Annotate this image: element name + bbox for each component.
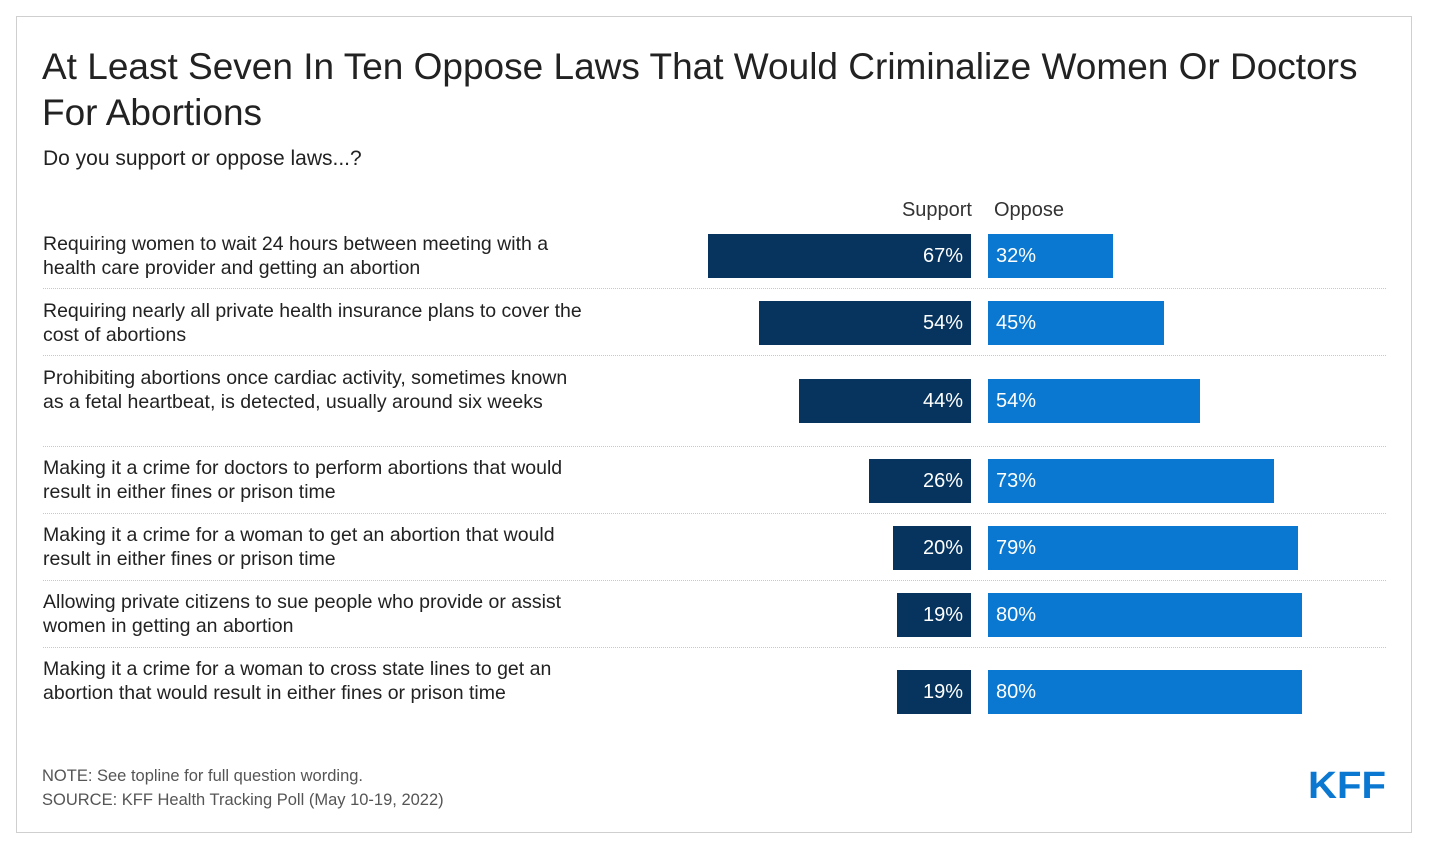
row-divider: [43, 446, 1386, 447]
row-divider: [43, 288, 1386, 289]
category-label: Allowing private citizens to sue people …: [43, 591, 562, 637]
category-label: Making it a crime for a woman to get an …: [43, 524, 555, 570]
support-value-label: 26%: [922, 470, 963, 492]
support-bar: 19%: [896, 593, 971, 637]
oppose-value-label: 79%: [996, 537, 1037, 559]
chart-subtitle: Do you support or oppose laws...?: [43, 147, 362, 170]
row-divider: [43, 580, 1386, 581]
support-bar: 67%: [708, 234, 971, 278]
support-bar: 19%: [896, 670, 971, 714]
logo-text: KFF: [1308, 765, 1386, 804]
support-value-label: 54%: [922, 312, 963, 334]
row-divider: [43, 647, 1386, 648]
oppose-bar: 54%: [988, 379, 1200, 423]
chart-title: At Least Seven In Ten Oppose Laws That W…: [42, 46, 1358, 133]
note-text: NOTE: See topline for full question word…: [42, 767, 364, 785]
legend-support: Support: [901, 199, 972, 221]
oppose-value-label: 73%: [996, 470, 1037, 492]
category-label: Requiring nearly all private health insu…: [43, 300, 582, 346]
oppose-bar: 32%: [988, 234, 1114, 278]
row-divider: [43, 355, 1386, 356]
support-bar: 54%: [759, 301, 971, 345]
oppose-value-label: 32%: [996, 245, 1037, 267]
support-bar: 20%: [892, 526, 971, 570]
kff-logo: KFF: [1308, 765, 1386, 804]
category-label: Making it a crime for doctors to perform…: [43, 457, 563, 503]
oppose-value-label: 80%: [996, 604, 1037, 626]
support-bar: 26%: [869, 459, 971, 503]
oppose-bar: 73%: [988, 459, 1275, 503]
support-bar: 44%: [798, 379, 971, 423]
row-divider: [43, 513, 1386, 514]
source-text: SOURCE: KFF Health Tracking Poll (May 10…: [42, 791, 444, 809]
category-label: Prohibiting abortions once cardiac activ…: [43, 367, 568, 413]
category-label: Making it a crime for a woman to cross s…: [43, 658, 552, 704]
oppose-bar: 80%: [988, 593, 1302, 637]
oppose-bar: 79%: [988, 526, 1298, 570]
support-value-label: 19%: [922, 681, 963, 703]
support-value-label: 44%: [922, 390, 963, 412]
support-value-label: 19%: [922, 604, 963, 626]
support-value-label: 20%: [922, 537, 963, 559]
oppose-bar: 80%: [988, 670, 1302, 714]
oppose-bar: 45%: [988, 301, 1165, 345]
oppose-value-label: 45%: [996, 312, 1037, 334]
oppose-value-label: 80%: [996, 681, 1037, 703]
chart-footnotes: NOTE: See topline for full question word…: [42, 764, 444, 812]
legend-oppose: Oppose: [994, 199, 1065, 221]
category-label: Requiring women to wait 24 hours between…: [43, 233, 549, 279]
support-value-label: 67%: [922, 245, 963, 267]
oppose-value-label: 54%: [996, 390, 1037, 412]
